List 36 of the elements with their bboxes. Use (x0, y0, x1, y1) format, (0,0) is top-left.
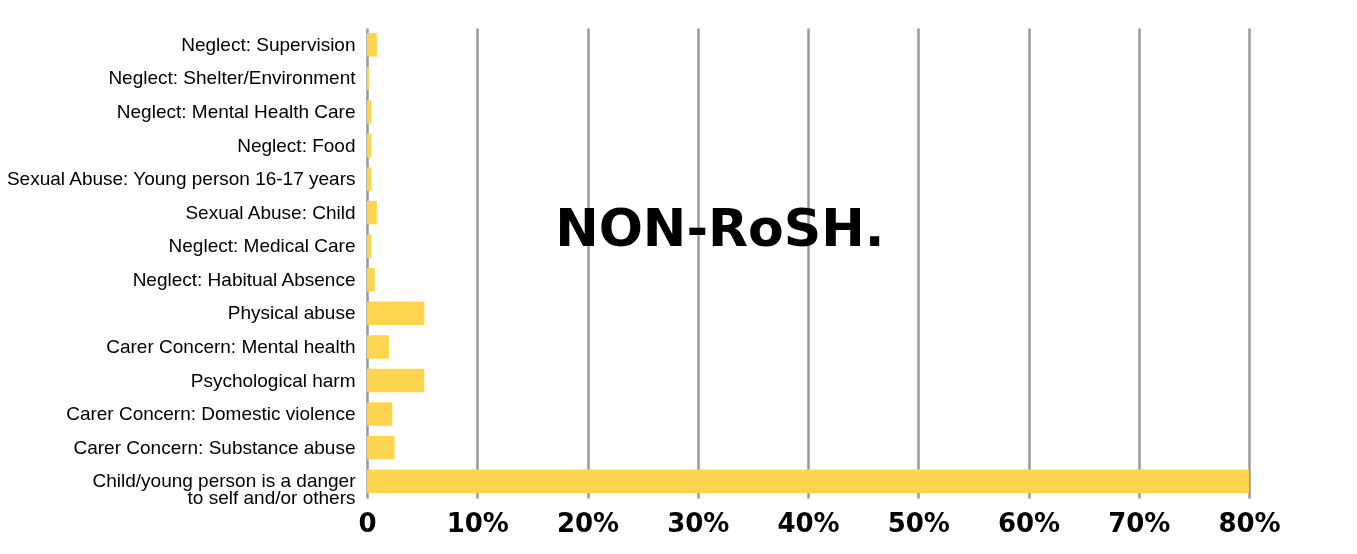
bar (367, 167, 372, 191)
x-tick-label: 70% (1108, 507, 1171, 538)
x-tick-label: 80% (1218, 507, 1281, 538)
text: NON-RoSH. (555, 198, 885, 259)
y-tick-label: Carer Concern: Domestic violence (66, 403, 356, 425)
y-tick-label: Child/young person is a danger to self and/or others (92, 470, 357, 509)
x-tick-label: 50% (887, 507, 950, 538)
y-tick-label: Sexual Abuse: Young person 16-17 years (6, 168, 356, 190)
y-tick-label: Neglect: Medical Care (168, 235, 356, 257)
y-tick-label: Psychological harm (190, 369, 356, 391)
y-tick-label: Sexual Abuse: Child (185, 201, 356, 223)
bar (367, 200, 377, 225)
y-tick-label: Neglect: Food (237, 134, 356, 156)
y-tick-label: Neglect: Shelter/Environment (108, 67, 357, 89)
y-tick-label: Carer Concern: Substance abuse (73, 436, 356, 458)
bar (367, 33, 377, 57)
x-tick-label: 10% (446, 507, 509, 538)
x-tick-label: 60% (997, 507, 1061, 538)
y-tick-label: Neglect: Supervision (181, 33, 356, 55)
x-tick-label: 0 (358, 507, 377, 538)
bar (367, 301, 425, 326)
bar (367, 100, 372, 124)
y-tick-label: Carer Concern: Mental health (106, 335, 356, 357)
bar (367, 234, 372, 258)
bar (367, 368, 425, 393)
x-tick-label: 20% (556, 507, 620, 538)
y-tick-label: Neglect: Habitual Absence (132, 268, 356, 290)
bar (367, 335, 390, 359)
bar (367, 435, 395, 460)
x-tick-label: 30% (667, 507, 730, 538)
bar (367, 268, 375, 292)
y-tick-label: Physical abuse (227, 302, 356, 324)
x-tick-label: 40% (777, 507, 840, 538)
y-tick-label: Neglect: Mental Health Care (116, 100, 356, 122)
bar (367, 402, 393, 426)
bar (367, 469, 1249, 493)
